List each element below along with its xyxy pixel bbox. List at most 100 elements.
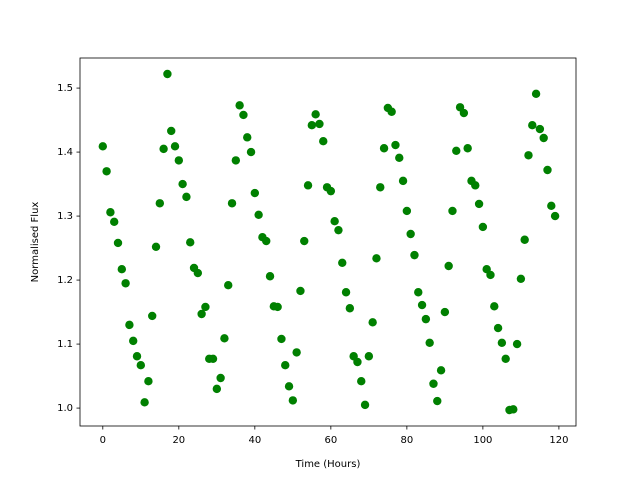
point: [174, 156, 184, 165]
point: [288, 396, 298, 405]
point: [402, 206, 412, 216]
point: [398, 176, 408, 186]
x-tick-label: 40: [248, 435, 261, 446]
point: [140, 398, 149, 407]
point: [417, 300, 427, 310]
point: [311, 110, 320, 119]
point: [550, 211, 560, 221]
x-tick-label: 20: [172, 435, 185, 446]
point: [151, 242, 161, 251]
point: [531, 89, 541, 99]
point: [452, 146, 461, 155]
point: [296, 286, 305, 296]
point: [159, 144, 168, 154]
point: [501, 354, 510, 363]
y-tick-label: 1.4: [57, 147, 73, 158]
point: [117, 265, 127, 274]
point: [357, 377, 366, 386]
x-tick-label: 100: [473, 435, 492, 446]
point: [208, 354, 218, 363]
point: [471, 181, 480, 190]
point: [459, 108, 469, 118]
point: [493, 323, 503, 333]
point: [106, 208, 115, 217]
point: [338, 258, 347, 267]
x-axis-label: Time (Hours): [295, 459, 361, 470]
point: [129, 336, 138, 346]
point: [364, 352, 374, 361]
point: [524, 151, 533, 160]
point: [144, 377, 153, 386]
point: [113, 238, 123, 248]
point: [345, 304, 355, 313]
point: [136, 361, 146, 370]
point: [265, 272, 275, 281]
y-axis-label: Normalised Flux: [30, 202, 41, 283]
point: [102, 167, 111, 176]
point: [155, 199, 165, 208]
point: [326, 186, 336, 196]
point: [395, 153, 404, 163]
point: [170, 142, 180, 151]
point: [436, 366, 446, 375]
point: [547, 201, 556, 211]
point: [98, 142, 108, 151]
point: [216, 373, 225, 383]
point: [379, 144, 389, 153]
point: [284, 382, 294, 391]
point: [292, 348, 301, 357]
point: [300, 236, 309, 246]
point: [193, 268, 203, 278]
point: [239, 110, 248, 120]
point: [273, 302, 282, 312]
point: [376, 183, 385, 192]
point: [254, 210, 263, 219]
point: [231, 156, 241, 165]
point: [132, 352, 142, 361]
y-tick-label: 1.3: [57, 211, 73, 222]
point: [224, 281, 233, 290]
point: [391, 140, 400, 150]
point: [281, 361, 290, 370]
point: [220, 334, 229, 343]
point: [478, 222, 488, 232]
y-tick-label: 1.1: [57, 339, 73, 350]
x-tick-label: 80: [400, 435, 413, 446]
point: [414, 288, 423, 297]
point: [163, 69, 172, 79]
point: [262, 236, 271, 246]
point: [167, 126, 176, 136]
point: [334, 225, 343, 235]
point: [201, 302, 210, 312]
point: [463, 144, 472, 153]
point: [425, 338, 434, 347]
point: [520, 235, 529, 244]
point: [121, 279, 130, 288]
point: [433, 396, 442, 406]
point: [250, 188, 260, 198]
axes-frame: [79, 57, 577, 427]
point: [315, 119, 324, 129]
point: [227, 199, 237, 208]
point: [235, 101, 244, 110]
point: [368, 318, 377, 327]
point: [186, 238, 195, 247]
point: [387, 107, 396, 116]
point: [303, 181, 313, 190]
point: [319, 137, 328, 146]
point: [307, 121, 317, 130]
point: [372, 254, 381, 263]
point: [125, 320, 134, 330]
point: [516, 274, 526, 283]
point: [243, 133, 252, 142]
point: [110, 217, 119, 227]
point: [535, 124, 545, 134]
point: [330, 217, 339, 226]
y-tick-label: 1.5: [57, 83, 73, 94]
point: [448, 206, 457, 216]
point: [212, 384, 222, 394]
point: [277, 334, 286, 344]
point: [539, 133, 548, 143]
point: [353, 357, 362, 367]
